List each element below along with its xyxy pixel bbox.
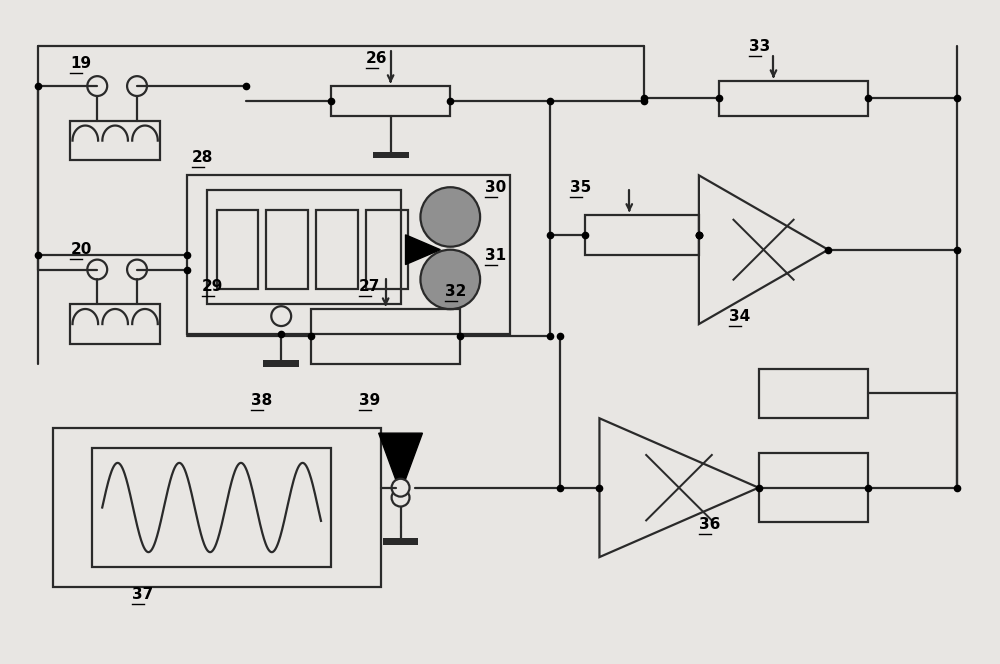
Bar (373, 151, 409, 159)
Text: 35: 35 (570, 180, 591, 195)
Bar (585, 215, 699, 255)
Circle shape (127, 76, 147, 96)
Circle shape (271, 306, 291, 326)
Text: 38: 38 (251, 393, 273, 408)
Bar (207, 190, 401, 304)
Text: 39: 39 (359, 393, 380, 408)
Text: 33: 33 (749, 39, 770, 54)
Text: 36: 36 (699, 517, 720, 533)
Bar (719, 81, 868, 116)
Bar (70, 121, 160, 161)
Polygon shape (379, 433, 422, 493)
Circle shape (127, 260, 147, 280)
Bar (52, 428, 381, 587)
Polygon shape (406, 235, 440, 264)
Bar (92, 448, 331, 567)
Text: 20: 20 (70, 242, 92, 256)
Bar (383, 539, 418, 545)
Bar (266, 210, 308, 290)
Text: 28: 28 (192, 151, 213, 165)
Circle shape (87, 260, 107, 280)
Circle shape (392, 479, 410, 497)
Bar (263, 360, 299, 367)
Text: 31: 31 (485, 248, 506, 262)
Text: 37: 37 (132, 587, 153, 602)
Text: 26: 26 (366, 51, 387, 66)
Text: 30: 30 (485, 180, 506, 195)
Text: 34: 34 (729, 309, 750, 324)
Bar (217, 210, 258, 290)
Bar (316, 210, 358, 290)
Bar (311, 309, 460, 364)
Bar (759, 369, 868, 418)
Text: 32: 32 (445, 284, 467, 299)
Bar (187, 175, 510, 334)
Bar (366, 210, 408, 290)
Bar (70, 304, 160, 344)
Circle shape (420, 250, 480, 309)
Text: 19: 19 (70, 56, 92, 71)
Circle shape (420, 187, 480, 247)
Bar (331, 86, 450, 116)
Circle shape (392, 489, 410, 507)
Text: 27: 27 (359, 280, 380, 294)
Bar (759, 453, 868, 523)
Text: 29: 29 (202, 280, 223, 294)
Circle shape (87, 76, 107, 96)
